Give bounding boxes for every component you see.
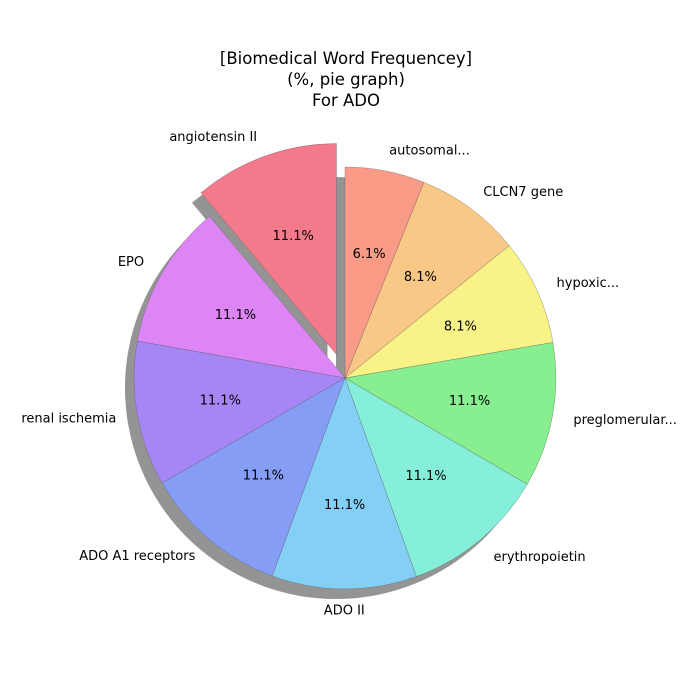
- pie-slice-autosomal: [344, 166, 425, 379]
- slice-labels: angiotensin II 11.1% EPO 11.1% renal ischemi…: [21, 130, 677, 619]
- pie-slice-erythropoietin: [344, 377, 528, 577]
- pie-slice-angiotensin-ii: [200, 143, 337, 355]
- slice-label-autosomal: autosomal...: [389, 144, 470, 159]
- slice-percent-erythropoietin: 11.1%: [405, 469, 446, 484]
- slice-label-hypoxic: hypoxic...: [557, 276, 620, 291]
- slice-percent-clcn7-gene: 8.1%: [404, 270, 437, 285]
- chart-title-line-1: [Biomedical Word Frequencey]: [220, 49, 472, 68]
- pie-slice-ado-a1-receptors: [161, 377, 346, 577]
- slice-label-clcn7-gene: CLCN7 gene: [483, 185, 563, 200]
- pie-slice-preglomerular: [344, 342, 557, 485]
- pie-slice-epo: [137, 216, 346, 379]
- slice-label-ado-a1-receptors: ADO A1 receptors: [79, 549, 195, 564]
- pie-slice-clcn7-gene: [344, 182, 510, 379]
- slice-percent-angiotensin-ii: 11.1%: [273, 229, 314, 244]
- slice-percent-autosomal: 6.1%: [353, 247, 386, 262]
- pie-slice-ado-ii: [272, 377, 417, 590]
- slice-label-erythropoietin: erythropoietin: [494, 550, 586, 565]
- slice-percent-hypoxic: 8.1%: [444, 319, 477, 334]
- slice-percent-renal-ischemia: 11.1%: [200, 393, 241, 408]
- pie-slice-hypoxic: [344, 245, 554, 379]
- slice-percent-ado-a1-receptors: 11.1%: [243, 468, 284, 483]
- slice-percent-preglomerular: 11.1%: [449, 394, 490, 409]
- slice-label-angiotensin-ii: angiotensin II: [169, 130, 257, 145]
- slice-percent-epo: 11.1%: [215, 308, 256, 323]
- slice-label-preglomerular: preglomerular...: [573, 413, 677, 428]
- pie-slices: [133, 143, 557, 590]
- chart-title-line-2: (%, pie graph): [287, 70, 405, 89]
- slice-label-epo: EPO: [118, 255, 144, 270]
- pie-slice-renal-ischemia: [133, 340, 346, 484]
- chart-title-line-3: For ADO: [312, 91, 380, 110]
- slice-label-renal-ischemia: renal ischemia: [21, 411, 116, 426]
- slice-percent-ado-ii: 11.1%: [324, 498, 365, 513]
- slice-label-ado-ii: ADO II: [324, 604, 365, 619]
